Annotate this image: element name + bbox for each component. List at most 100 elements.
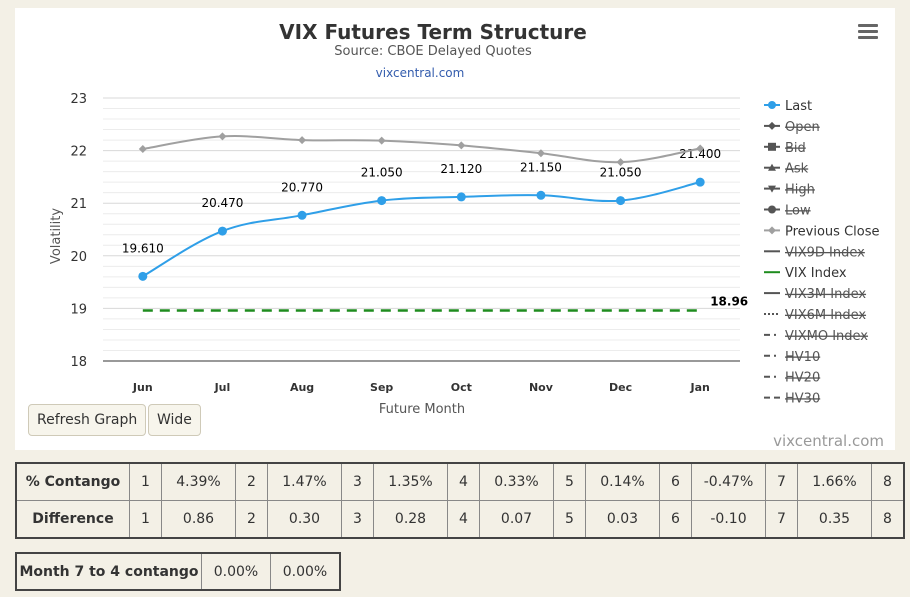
legend-item-vix6m-index[interactable]: VIX6M Index [764, 308, 866, 323]
previous-close-point [616, 158, 625, 167]
legend-item-vix-index[interactable]: VIX Index [764, 266, 847, 281]
table-cell: 4.39% [161, 462, 236, 501]
table-cell: 6 [659, 500, 692, 539]
data-label: 19.610 [122, 241, 164, 255]
x-tick-label: Aug [290, 381, 314, 394]
legend-label: VIX3M Index [785, 287, 866, 302]
table-row: % Contango 1 4.39% 2 1.47% 3 1.35% 4 0.33% 5 0.14%… [15, 462, 905, 501]
legend-marker [768, 101, 776, 109]
x-tick-label: Jul [214, 381, 231, 394]
x-tick-label: Sep [370, 381, 393, 394]
x-tick-label: Dec [609, 381, 632, 394]
last-point [536, 190, 546, 200]
last-point [616, 196, 626, 206]
legend-item-last[interactable]: Last [764, 99, 812, 114]
legend-item-hv30[interactable]: HV30 [764, 392, 820, 407]
data-label: 20.770 [281, 180, 323, 194]
x-tick-label: Jun [132, 381, 153, 394]
legend-marker [768, 163, 776, 171]
legend-marker [768, 142, 776, 151]
legend-item-open[interactable]: Open [764, 120, 820, 135]
row-header: Difference [15, 500, 130, 539]
y-tick-label: 23 [70, 92, 87, 107]
table-cell: 6 [659, 462, 692, 501]
legend-item-hv10[interactable]: HV10 [764, 350, 820, 365]
table-cell: 8 [871, 462, 905, 501]
legend-marker [768, 226, 776, 235]
chart-panel: VIX Futures Term Structure Source: CBOE … [15, 8, 895, 450]
legend-label: Bid [785, 141, 806, 156]
previous-close-point [298, 136, 307, 145]
table-cell: -0.10 [691, 500, 766, 539]
x-tick-label: Oct [451, 381, 472, 394]
contango-table: % Contango 1 4.39% 2 1.47% 3 1.35% 4 0.33% 5 0.14%… [15, 462, 905, 539]
legend-item-vixmo-index[interactable]: VIXMO Index [764, 329, 868, 344]
legend-label: VIXMO Index [785, 329, 868, 344]
table-cell: 0.00% [270, 552, 341, 591]
previous-close-point [696, 144, 705, 153]
data-label: 21.050 [361, 166, 403, 180]
legend-label: Low [785, 204, 811, 219]
legend-label: VIX9D Index [785, 245, 865, 260]
table-cell: 0.30 [267, 500, 342, 539]
legend-label: VIX6M Index [785, 308, 866, 323]
y-tick-label: 20 [70, 250, 87, 265]
table-cell: 7 [765, 500, 798, 539]
table-cell: 3 [341, 462, 374, 501]
legend-label: Ask [785, 162, 809, 177]
table-cell: -0.47% [691, 462, 766, 501]
wide-button[interactable]: Wide [148, 404, 201, 436]
y-axis-title: Volatility [49, 208, 64, 264]
legend-item-high[interactable]: High [764, 183, 815, 198]
previous-close-point [377, 136, 386, 145]
legend-item-low[interactable]: Low [764, 204, 811, 219]
legend-item-hv20[interactable]: HV20 [764, 371, 820, 386]
table-cell: 2 [235, 500, 268, 539]
previous-close-point [138, 145, 147, 154]
menu-icon[interactable] [858, 24, 878, 42]
legend-item-vix9d-index[interactable]: VIX9D Index [764, 245, 865, 260]
legend-label: Last [785, 99, 812, 114]
table-cell: 1.35% [373, 462, 448, 501]
legend-item-bid[interactable]: Bid [764, 141, 806, 156]
vix-index-end-label: 18.96 [710, 295, 748, 309]
legend-item-ask[interactable]: Ask [764, 162, 809, 177]
table-cell: 5 [553, 500, 586, 539]
legend-label: Open [785, 120, 820, 135]
table-cell: 3 [341, 500, 374, 539]
previous-close-point [536, 149, 545, 158]
table-cell: 4 [447, 500, 480, 539]
legend-item-vix3m-index[interactable]: VIX3M Index [764, 287, 866, 302]
table-cell: 8 [871, 500, 905, 539]
x-tick-label: Nov [529, 381, 554, 394]
table-cell: 4 [447, 462, 480, 501]
table-cell: 7 [765, 462, 798, 501]
chart: VIX Futures Term Structure Source: CBOE … [49, 20, 884, 450]
last-point [695, 177, 705, 187]
legend-item-previous-close[interactable]: Previous Close [764, 224, 880, 239]
legend-marker [768, 121, 776, 130]
series-line-last [142, 181, 701, 278]
table-cell: 0.14% [585, 462, 660, 501]
row-header: Month 7 to 4 contango [15, 552, 202, 591]
refresh-graph-button[interactable]: Refresh Graph [28, 404, 147, 436]
table-cell: 1.66% [797, 462, 872, 501]
last-point [138, 271, 148, 281]
legend-label: HV30 [785, 392, 820, 407]
last-point [456, 192, 466, 202]
legend-label: HV20 [785, 371, 820, 386]
table-cell: 1 [129, 462, 162, 501]
chart-title: VIX Futures Term Structure [279, 20, 587, 44]
month-contango-table: Month 7 to 4 contango 0.00% 0.00% [15, 552, 341, 591]
table-cell: 0.33% [479, 462, 554, 501]
y-tick-label: 21 [70, 197, 87, 212]
legend-label: HV10 [785, 350, 820, 365]
chart-source-link[interactable]: vixcentral.com [376, 66, 465, 80]
chart-subtitle: Source: CBOE Delayed Quotes [334, 44, 532, 59]
row-header: % Contango [15, 462, 130, 501]
x-tick-label: Jan [690, 381, 710, 394]
data-label: 21.150 [520, 160, 562, 174]
table-cell: 0.00% [201, 552, 271, 591]
data-label: 20.470 [201, 196, 243, 210]
table-cell: 5 [553, 462, 586, 501]
